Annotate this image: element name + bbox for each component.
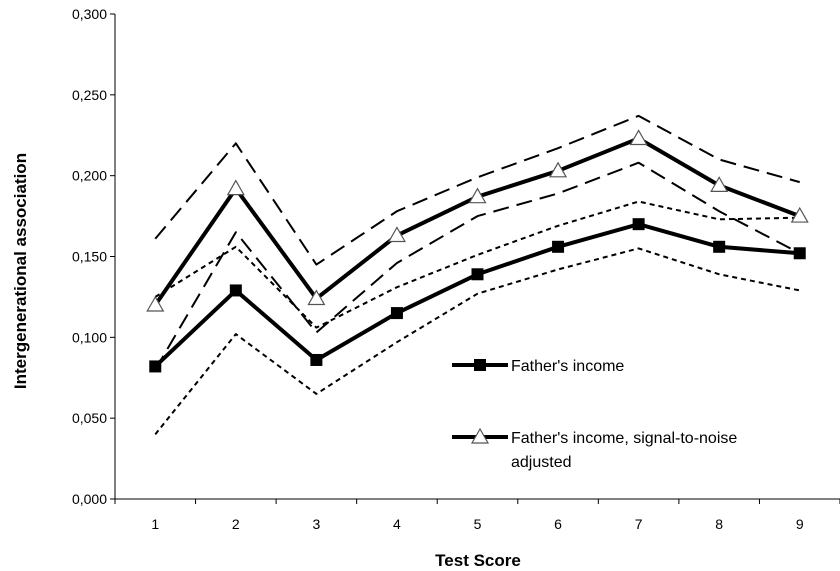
legend: Father's income Father's income, signal-t… bbox=[452, 358, 737, 471]
x-tick-label: 1 bbox=[151, 516, 159, 532]
x-axis-title: Test Score bbox=[435, 551, 521, 570]
y-tick-label: 0,300 bbox=[72, 6, 107, 22]
x-tick-label: 7 bbox=[635, 516, 643, 532]
x-tick-label: 8 bbox=[715, 516, 723, 532]
series-line-3 bbox=[154, 200, 800, 329]
x-tick-label: 6 bbox=[554, 516, 562, 532]
series-line-4 bbox=[154, 161, 801, 371]
data-point-triangle bbox=[710, 176, 729, 192]
data-point-square bbox=[552, 240, 565, 253]
y-tick-label: 0,050 bbox=[72, 410, 107, 426]
series-line-5 bbox=[154, 114, 800, 266]
data-point-square bbox=[632, 218, 645, 231]
data-point-square bbox=[310, 353, 323, 366]
x-tick-label: 5 bbox=[474, 516, 482, 532]
data-point-square bbox=[713, 240, 726, 253]
data-point-square bbox=[390, 307, 403, 320]
x-tick-label: 2 bbox=[232, 516, 240, 532]
series-line-2 bbox=[154, 247, 800, 435]
ticks-layer: 0,000 0,050 0,100 0,150 0,200 0,250 0,300 1 2 3 4 5… bbox=[72, 6, 840, 532]
data-point-triangle bbox=[226, 179, 245, 196]
x-tick-label: 9 bbox=[796, 516, 804, 532]
data-point-square bbox=[471, 268, 484, 281]
x-tick-label: 3 bbox=[312, 516, 320, 532]
x-tick-label: 4 bbox=[393, 516, 401, 532]
legend-marker-square bbox=[474, 359, 486, 371]
legend-label: Father's income bbox=[511, 358, 624, 375]
y-tick-label: 0,000 bbox=[72, 491, 107, 507]
legend-label: adjusted bbox=[511, 454, 572, 471]
data-point-triangle bbox=[790, 206, 809, 223]
data-point-square bbox=[793, 247, 806, 260]
data-point-triangle bbox=[549, 161, 568, 178]
data-point-triangle bbox=[629, 129, 648, 146]
y-axis-title: Intergenerational association bbox=[11, 153, 30, 389]
data-point-triangle bbox=[146, 295, 165, 312]
y-tick-label: 0,250 bbox=[72, 87, 107, 103]
series-layer bbox=[146, 114, 809, 435]
data-point-triangle bbox=[307, 289, 326, 306]
data-point-square bbox=[229, 284, 242, 297]
y-tick-label: 0,150 bbox=[72, 249, 107, 265]
data-point-triangle bbox=[387, 226, 406, 243]
legend-marker-triangle bbox=[470, 427, 490, 444]
axes-layer bbox=[114, 14, 840, 500]
data-point-triangle bbox=[468, 187, 487, 204]
legend-label: Father's income, signal-to-noise bbox=[511, 430, 737, 447]
y-tick-label: 0,100 bbox=[72, 329, 107, 345]
y-tick-label: 0,200 bbox=[72, 168, 107, 184]
data-point-square bbox=[149, 360, 162, 373]
